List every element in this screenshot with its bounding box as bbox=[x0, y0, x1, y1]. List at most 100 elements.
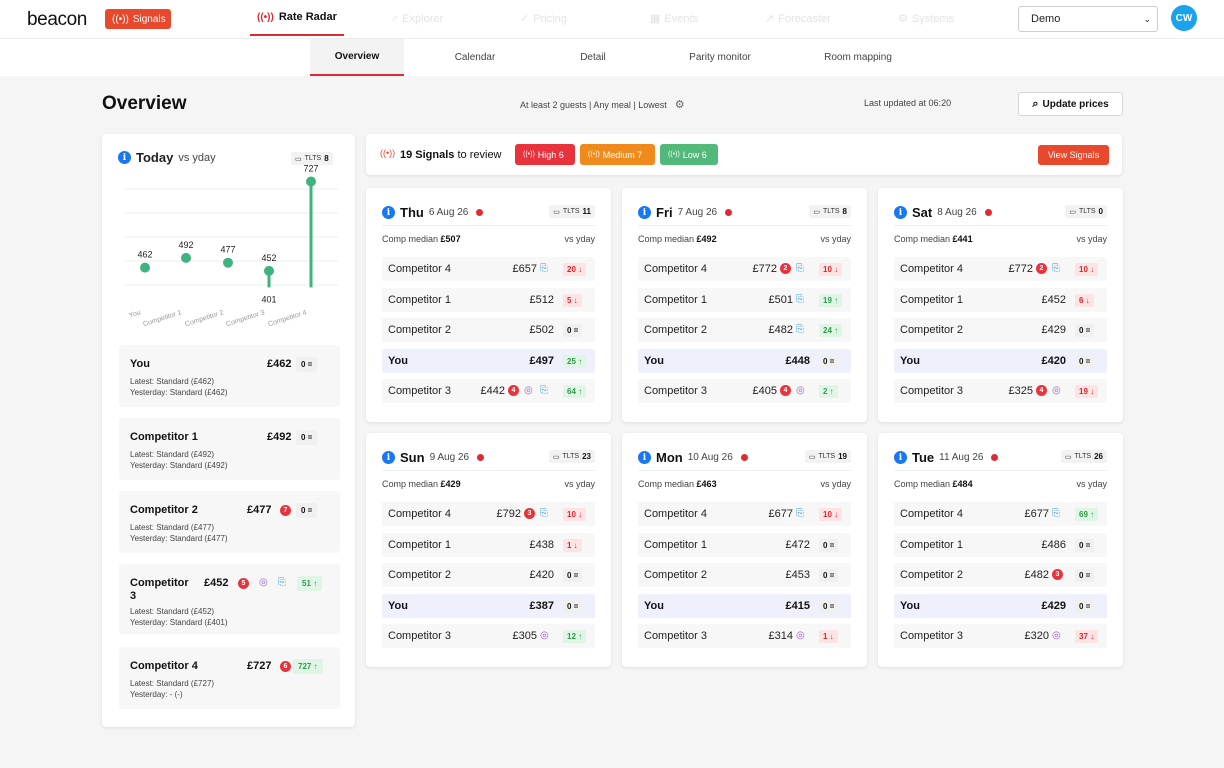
rate-row[interactable]: You £415 0 = bbox=[638, 593, 851, 618]
info-icon[interactable]: i bbox=[638, 451, 651, 464]
rate-row[interactable]: You £448 0 = bbox=[638, 348, 851, 373]
nav-label: Pricing bbox=[533, 12, 567, 25]
rate-row[interactable]: Competitor 1 £452 6 ↓ bbox=[894, 287, 1107, 312]
data-point[interactable] bbox=[223, 257, 233, 268]
view-signals-button[interactable]: View Signals bbox=[1038, 145, 1109, 165]
day-card[interactable]: i Thu 6 Aug 26 ▭ TLTS 11 Comp median £507 vs y… bbox=[366, 188, 611, 422]
rate-row[interactable]: Competitor 1 £472 0 = bbox=[638, 532, 851, 557]
room-icon[interactable]: ◎ bbox=[796, 630, 805, 641]
rate-row[interactable]: Competitor 2 £482 3 0 = bbox=[894, 563, 1107, 587]
link-icon[interactable]: ⎘ bbox=[796, 263, 804, 274]
room-icon[interactable]: ◎ bbox=[540, 630, 549, 641]
link-icon[interactable]: ⎘ bbox=[1052, 263, 1060, 274]
property-select[interactable]: Demo ⌄ bbox=[1018, 6, 1158, 32]
link-icon[interactable]: ⎘ bbox=[1052, 508, 1060, 519]
room-icon[interactable]: ◎ bbox=[1052, 385, 1061, 396]
rate-row[interactable]: Competitor 2 £420 0 = bbox=[382, 563, 595, 587]
tab-detail[interactable]: Detail bbox=[580, 52, 606, 63]
rate-row[interactable]: Competitor 1 £512 5 ↓ bbox=[382, 287, 595, 312]
rate-row[interactable]: Competitor 3 £320 ◎ 37 ↓ bbox=[894, 624, 1107, 648]
rate-row[interactable]: You £429 0 = bbox=[894, 593, 1107, 618]
page-title: Overview bbox=[102, 93, 187, 114]
data-point[interactable] bbox=[306, 176, 316, 187]
user-avatar[interactable]: CW bbox=[1171, 5, 1197, 31]
high-signals-tag[interactable]: ((•)) High 6 bbox=[515, 144, 575, 165]
today-panel: i Today vs yday ▭ TLTS 8 462 You 492 Compet… bbox=[102, 134, 355, 727]
signals-button[interactable]: ((•)) Signals bbox=[105, 9, 171, 29]
competitor-name: Competitor 3 bbox=[644, 630, 707, 642]
info-icon[interactable]: i bbox=[894, 206, 907, 219]
rate-row[interactable]: You £387 0 = bbox=[382, 593, 595, 618]
link-icon[interactable]: ⎘ bbox=[540, 263, 548, 274]
nav-events[interactable]: ▦ Events bbox=[650, 12, 698, 26]
today-competitor-card[interactable]: You £462 0 = Latest: Standard (£462) Yesterd… bbox=[119, 345, 340, 407]
settings-gear-icon[interactable]: ⚙ bbox=[674, 99, 685, 111]
link-icon[interactable]: ⎘ bbox=[540, 385, 548, 396]
rate-row[interactable]: Competitor 2 £453 0 = bbox=[638, 563, 851, 587]
rate-row[interactable]: Competitor 3 £314 ◎ 1 ↓ bbox=[638, 624, 851, 648]
room-icon[interactable]: ◎ bbox=[1052, 630, 1061, 641]
room-icon[interactable]: ◎ bbox=[259, 577, 268, 588]
rate-row[interactable]: Competitor 4 £677 ⎘ 69 ↑ bbox=[894, 502, 1107, 526]
latest-rate: Latest: Standard (£452) bbox=[130, 607, 215, 616]
rate-row[interactable]: Competitor 4 £657 ⎘ 20 ↓ bbox=[382, 257, 595, 281]
nav-pricing[interactable]: ✓ Pricing bbox=[520, 12, 567, 26]
rate-row[interactable]: Competitor 1 £438 1 ↓ bbox=[382, 532, 595, 557]
update-prices-button[interactable]: ⌕ Update prices bbox=[1018, 92, 1123, 116]
today-competitor-card[interactable]: Competitor 4 £727 6 727 ↑ Latest: Standard (… bbox=[119, 647, 340, 709]
low-signals-tag[interactable]: ((•)) Low 6 bbox=[660, 144, 718, 165]
day-card[interactable]: i Sat 8 Aug 26 ▭ TLTS 0 Comp median £441 vs yd… bbox=[878, 188, 1123, 422]
rate-row[interactable]: You £420 0 = bbox=[894, 348, 1107, 373]
filter-summary[interactable]: At least 2 guests | Any meal | Lowest ⚙ bbox=[520, 98, 685, 111]
day-card[interactable]: i Tue 11 Aug 26 ▭ TLTS 26 Comp median £484 vs … bbox=[878, 433, 1123, 667]
info-icon[interactable]: i bbox=[382, 206, 395, 219]
info-icon[interactable]: i bbox=[638, 206, 651, 219]
rate-row[interactable]: Competitor 2 £429 0 = bbox=[894, 318, 1107, 342]
rate-row[interactable]: Competitor 3 £305 ◎ 12 ↑ bbox=[382, 624, 595, 648]
rate-row[interactable]: Competitor 3 £442 ◎ ⎘ 4 64 ↑ bbox=[382, 379, 595, 403]
info-icon[interactable]: i bbox=[382, 451, 395, 464]
rate-row[interactable]: Competitor 2 £502 0 = bbox=[382, 318, 595, 342]
nav-rate-radar[interactable]: ((•)) Rate Radar bbox=[250, 0, 344, 36]
data-point[interactable] bbox=[181, 252, 191, 263]
beacon-logo[interactable]: beacon bbox=[27, 9, 87, 30]
tab-parity-monitor[interactable]: Parity monitor bbox=[689, 52, 751, 63]
tab-calendar[interactable]: Calendar bbox=[454, 52, 496, 63]
link-icon[interactable]: ⎘ bbox=[796, 508, 804, 519]
tab-room-mapping[interactable]: Room mapping bbox=[824, 52, 892, 63]
rate-row[interactable]: Competitor 3 £325 ◎ 4 19 ↓ bbox=[894, 379, 1107, 403]
rate-row[interactable]: Competitor 1 £486 0 = bbox=[894, 532, 1107, 557]
rate-row[interactable]: Competitor 4 £772 ⎘ 2 10 ↓ bbox=[894, 257, 1107, 281]
info-icon[interactable]: i bbox=[894, 451, 907, 464]
nav-systems[interactable]: ⚙ Systems bbox=[898, 12, 954, 26]
link-icon[interactable]: ⎘ bbox=[796, 293, 804, 305]
rate-row[interactable]: Competitor 2 £482 ⎘ 24 ↑ bbox=[638, 318, 851, 342]
medium-signals-tag[interactable]: ((•)) Medium 7 bbox=[580, 144, 655, 165]
data-point[interactable] bbox=[140, 262, 150, 273]
rate-row[interactable]: Competitor 4 £677 ⎘ 10 ↓ bbox=[638, 502, 851, 526]
tab-overview[interactable]: Overview bbox=[310, 39, 404, 76]
room-icon[interactable]: ◎ bbox=[524, 385, 533, 396]
link-icon[interactable]: ⎘ bbox=[540, 508, 548, 519]
nav-forecaster[interactable]: ↗ Forecaster bbox=[765, 12, 831, 26]
rate-row[interactable]: You £497 25 ↑ bbox=[382, 348, 595, 373]
link-icon[interactable]: ⎘ bbox=[796, 324, 804, 335]
today-competitor-card[interactable]: Competitor 1 £492 0 = Latest: Standard (£49… bbox=[119, 418, 340, 480]
alert-dot bbox=[725, 209, 733, 216]
rate-row[interactable]: Competitor 3 £405 ◎ 4 2 ↑ bbox=[638, 379, 851, 403]
nav-explorer[interactable]: ⌕ Explorer bbox=[392, 12, 443, 25]
today-competitor-card[interactable]: Competitor 2 £477 7 0 = Latest: Standard (£4… bbox=[119, 491, 340, 553]
rate-row[interactable]: Competitor 4 £772 ⎘ 2 10 ↓ bbox=[638, 257, 851, 281]
info-icon[interactable]: i bbox=[118, 151, 131, 164]
today-competitor-card[interactable]: Competitor 3 £452 5 ◎ ⎘ 51 ↑ Latest: Standard … bbox=[119, 564, 340, 634]
link-icon[interactable]: ⎘ bbox=[278, 577, 286, 588]
day-card[interactable]: i Mon 10 Aug 26 ▭ TLTS 19 Comp median £463 vs … bbox=[622, 433, 867, 667]
competitor-price: £438 bbox=[529, 538, 554, 551]
rate-row[interactable]: Competitor 4 £792 ⎘ 3 10 ↓ bbox=[382, 502, 595, 526]
data-point[interactable] bbox=[264, 265, 274, 276]
rate-row[interactable]: Competitor 1 £501 ⎘ 19 ↑ bbox=[638, 287, 851, 312]
signals-count: 19 Signals bbox=[400, 149, 455, 161]
room-icon[interactable]: ◎ bbox=[796, 385, 805, 396]
day-card[interactable]: i Fri 7 Aug 26 ▭ TLTS 8 Comp median £492 vs yd… bbox=[622, 188, 867, 422]
day-card[interactable]: i Sun 9 Aug 26 ▭ TLTS 23 Comp median £429 vs y… bbox=[366, 433, 611, 667]
